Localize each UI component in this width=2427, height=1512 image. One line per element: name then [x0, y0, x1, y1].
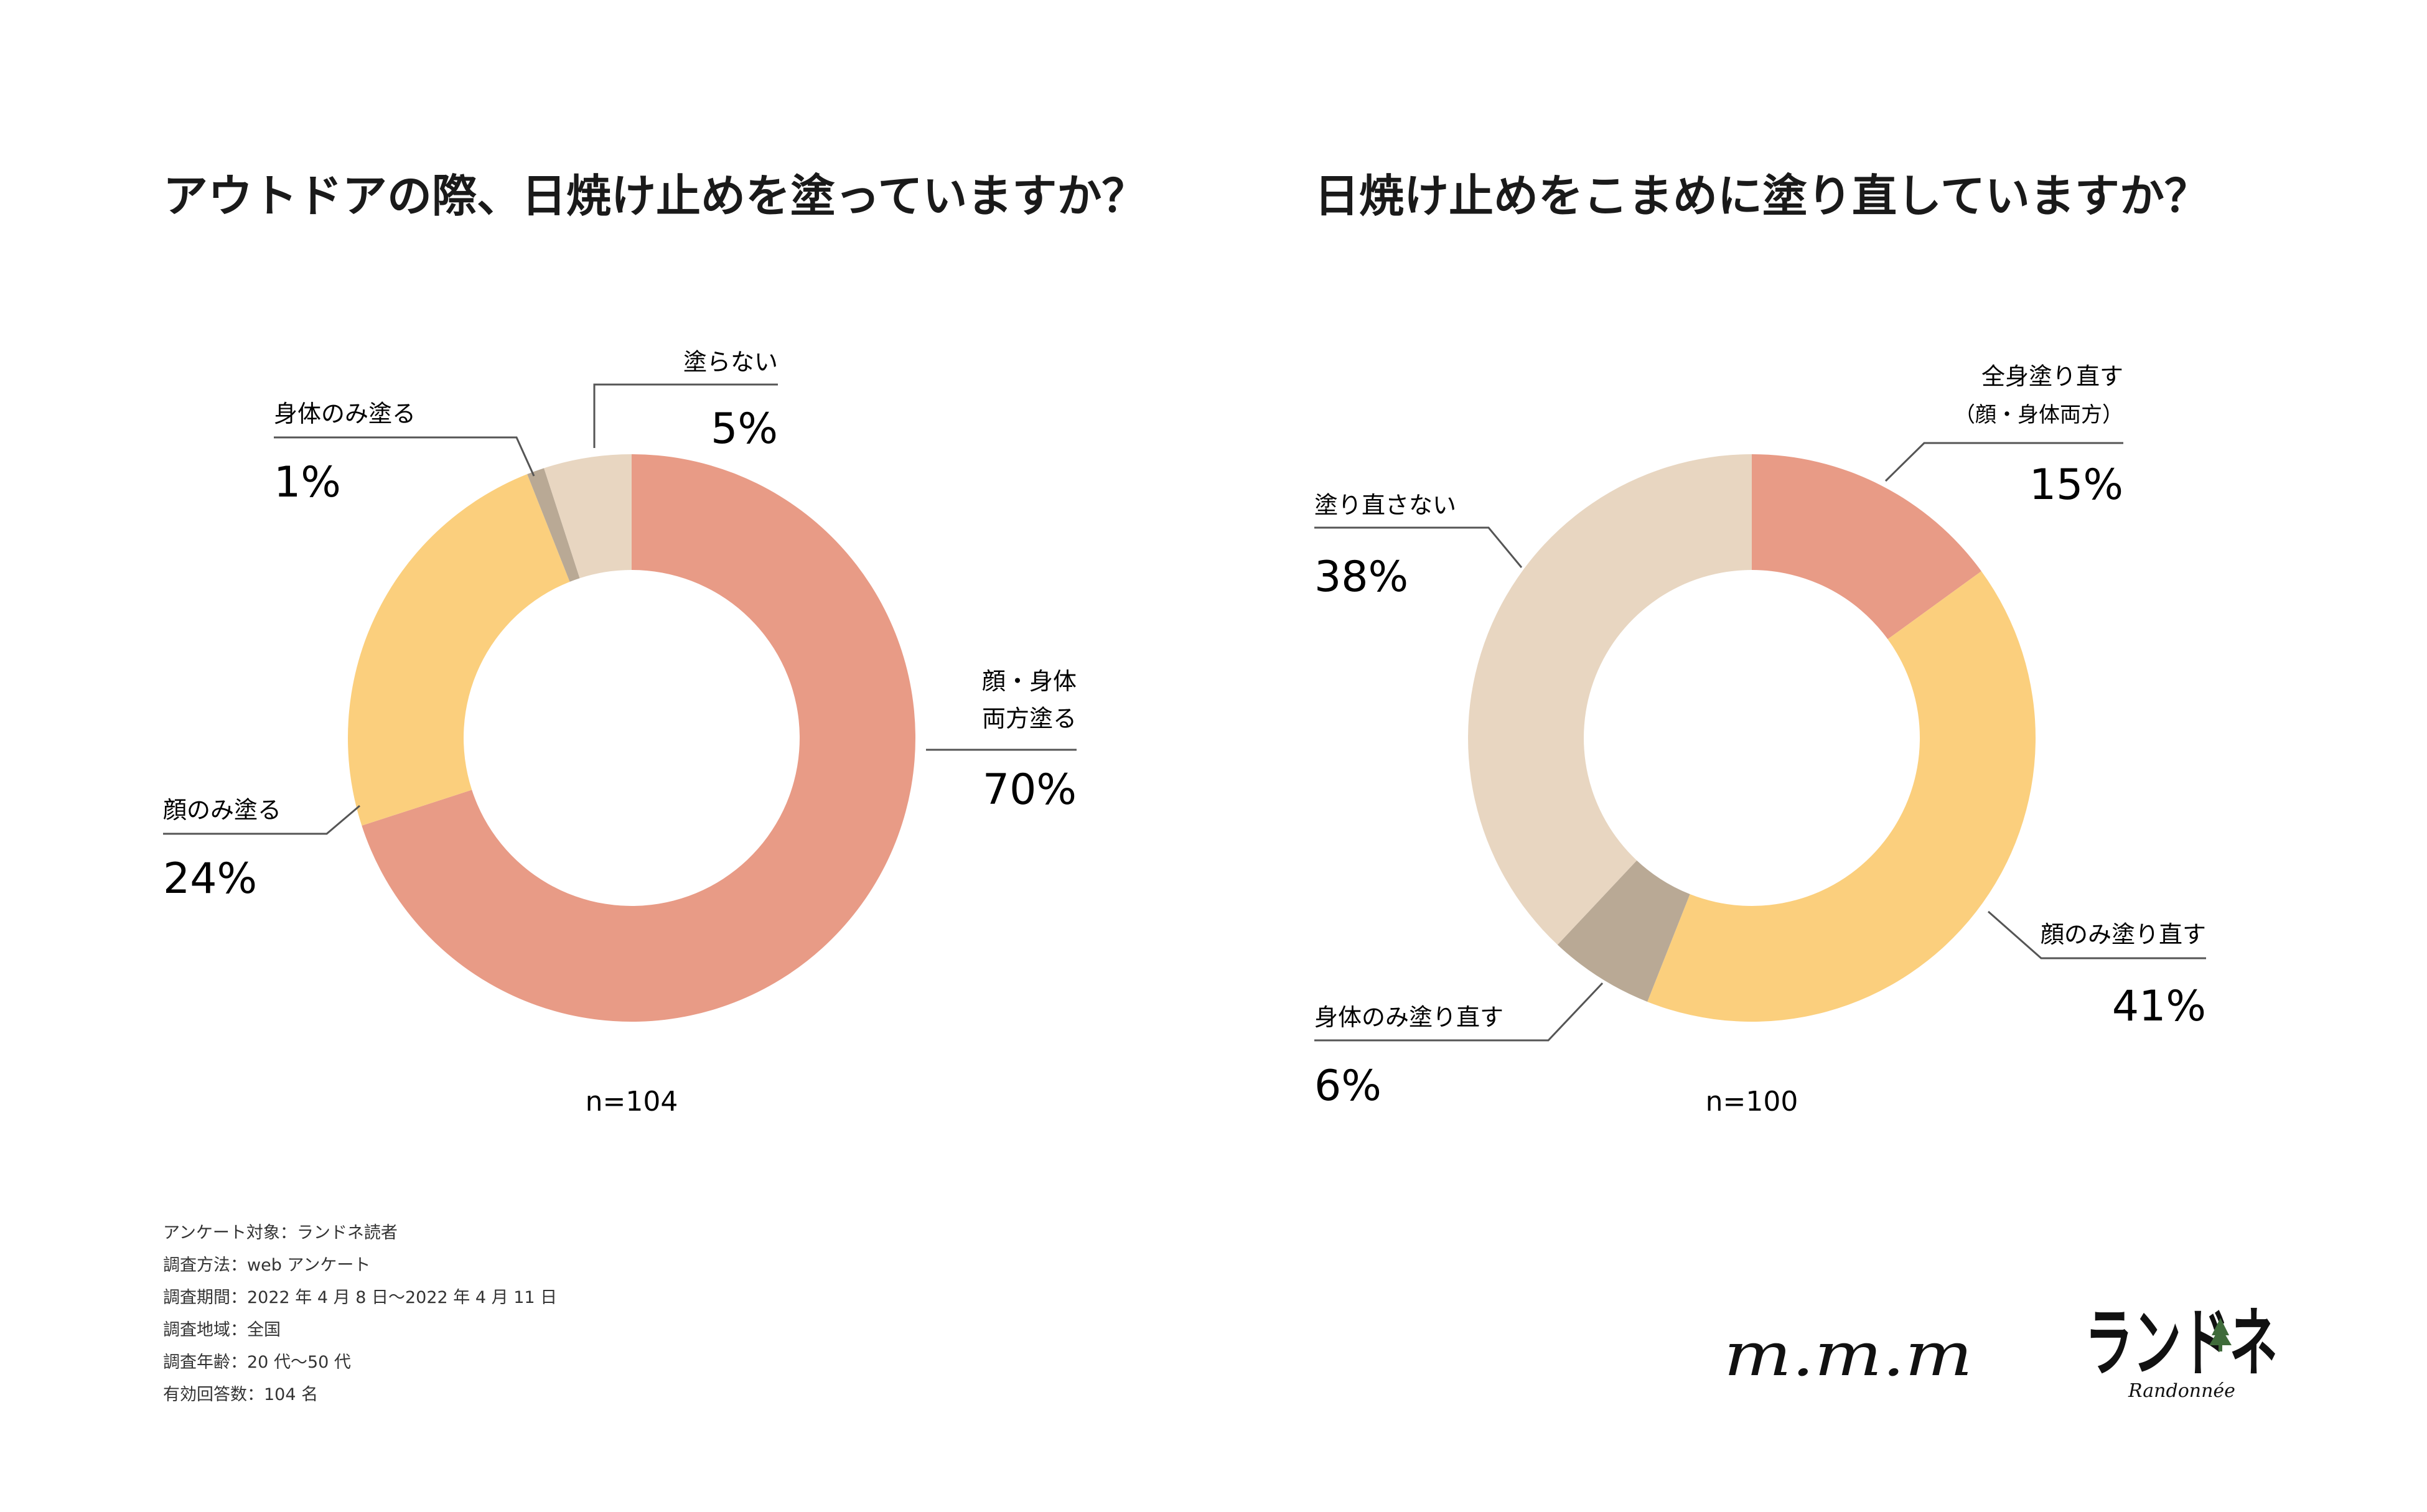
callout-line-full: [1884, 442, 2123, 482]
chart-1-slice-3: [527, 468, 580, 582]
donut-chart-2: [1467, 454, 2036, 1022]
slice-value-body-reapply: 6%: [1314, 1062, 1382, 1111]
chart-1-sample-size: n=104: [586, 1086, 678, 1118]
slice-value-both: 70%: [983, 765, 1077, 814]
slice-label-face-reapply: 顔のみ塗り直す: [2041, 921, 2206, 948]
survey-note-age: 調査年齢：20 代〜50 代: [163, 1353, 351, 1372]
mmm-logo-text: m.m.m: [1724, 1320, 1973, 1389]
chart-2-slice-1: [1752, 454, 1981, 640]
slice-label-face-only: 顔のみ塗る: [163, 796, 281, 824]
chart-1-slice-2: [348, 474, 570, 826]
callout-line-body-reapply: [1314, 982, 1604, 1042]
slice-value-face-reapply: 41%: [2112, 982, 2206, 1031]
slice-label-both-1: 顔・身体: [982, 668, 1077, 695]
slice-label-full-1: 全身塗り直す: [1981, 363, 2123, 390]
callout-line-none: [593, 383, 778, 448]
chart-2-slice-3: [1557, 860, 1690, 1002]
chart-1-title: アウトドアの際、日焼け止めを塗っていますか？: [163, 170, 1146, 222]
chart-2-sample-size: n=100: [1706, 1086, 1798, 1118]
survey-note-method: 調査方法：web アンケート: [163, 1256, 370, 1275]
slice-label-both-2: 両方塗る: [982, 705, 1077, 732]
chart-1-slice-1: [362, 454, 916, 1022]
chart-2-slice-4: [1467, 454, 1752, 945]
chart-1-slice-4: [544, 454, 632, 579]
slice-label-full-2: （顔・身体両方）: [1954, 403, 2123, 427]
slice-value-full: 15%: [2029, 460, 2123, 510]
callout-line-face-reapply: [1988, 910, 2206, 959]
survey-notes: アンケート対象：ランドネ読者 調査方法：web アンケート 調査期間：2022 …: [163, 1223, 557, 1404]
survey-note-target: アンケート対象：ランドネ読者: [163, 1223, 398, 1243]
slice-value-none: 5%: [711, 404, 778, 454]
callout-line-face-only: [163, 805, 360, 835]
slice-label-body-only: 身体のみ塗る: [274, 400, 416, 427]
chart-2-callouts: 全身塗り直す （顔・身体両方） 15% 塗り直さない 38% 顔のみ塗り直す 4…: [1314, 363, 2206, 1111]
randonnee-logo-text: ランドネ: [2085, 1300, 2278, 1387]
slice-label-no-reapply: 塗り直さない: [1314, 492, 1456, 519]
chart-1-callouts: 塗らない 5% 身体のみ塗る 1% 顔・身体 両方塗る 70% 顔のみ塗る 24…: [163, 348, 1077, 903]
callout-line-body-only: [274, 436, 535, 477]
slice-value-no-reapply: 38%: [1314, 553, 1408, 602]
slice-value-face-only: 24%: [163, 854, 257, 903]
slice-value-body-only: 1%: [274, 458, 341, 507]
chart-2-title: 日焼け止めをこまめに塗り直していますか？: [1314, 170, 2209, 222]
randonnee-logo: ランドネ Randonnée: [2085, 1300, 2278, 1402]
callout-line-no-reapply: [1314, 526, 1523, 568]
slice-label-none: 塗らない: [683, 348, 778, 376]
donut-chart-1: [348, 454, 916, 1022]
slice-label-body-reapply: 身体のみ塗り直す: [1314, 1004, 1503, 1031]
mmm-logo: m.m.m: [1724, 1320, 1973, 1389]
survey-note-period: 調査期間：2022 年 4 月 8 日〜2022 年 4 月 11 日: [163, 1288, 557, 1307]
randonnee-logo-subtext: Randonnée: [2128, 1380, 2235, 1402]
survey-note-region: 調査地域：全国: [163, 1320, 281, 1340]
survey-note-responses: 有効回答数：104 名: [163, 1385, 318, 1404]
tree-icon: [2209, 1318, 2232, 1351]
chart-2-slice-2: [1647, 571, 2036, 1022]
